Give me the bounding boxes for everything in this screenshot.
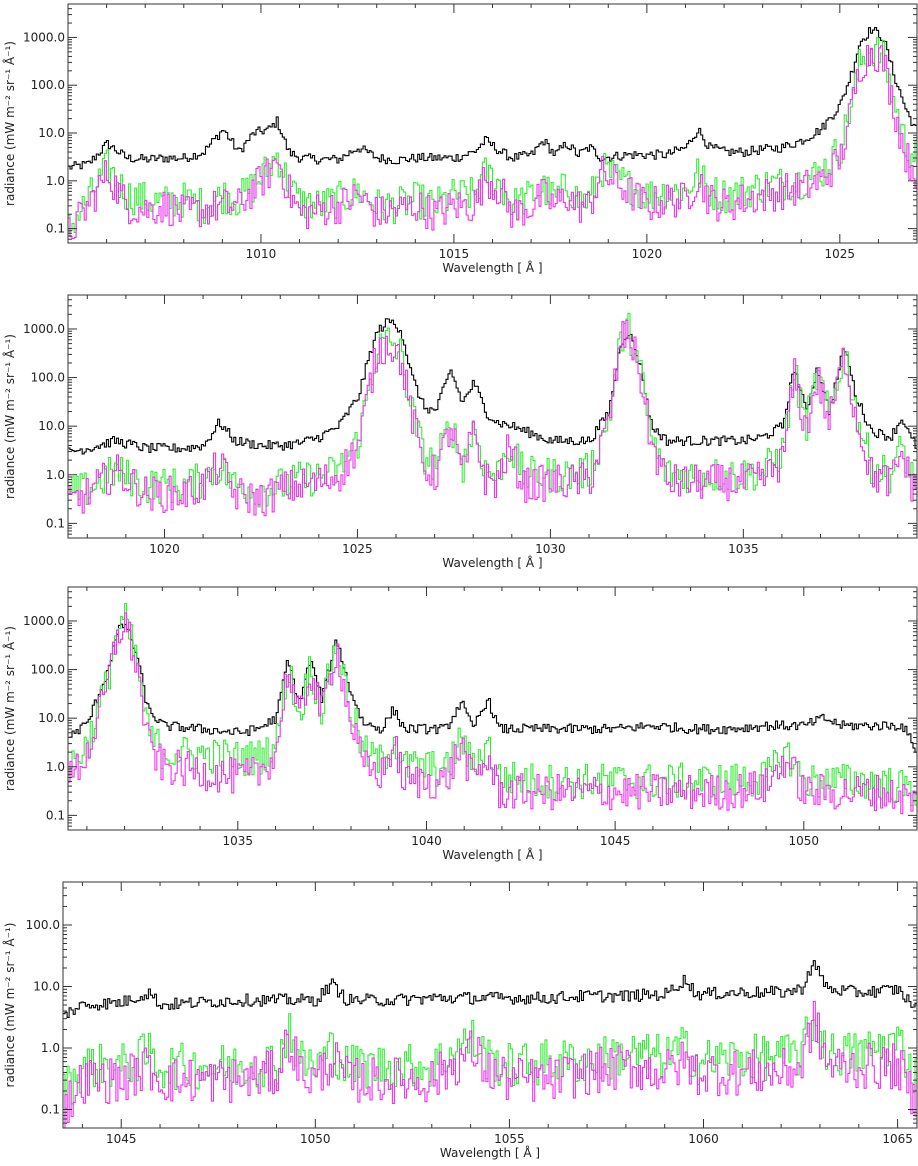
x-axis-title: Wavelength [ Å ] — [442, 260, 542, 275]
y-tick-label: 100.0 — [31, 663, 65, 677]
x-tick-label: 1010 — [246, 247, 277, 261]
y-tick-label: 1.0 — [46, 468, 65, 482]
x-tick-label: 1035 — [728, 542, 759, 556]
x-tick-label: 1050 — [300, 1132, 331, 1146]
y-tick-label: 0.1 — [46, 808, 65, 822]
series-line-3 — [64, 1000, 917, 1128]
series-line-1 — [68, 623, 917, 753]
x-tick-label: 1030 — [535, 542, 566, 556]
y-axis-title: radiance (mW m⁻² sr⁻¹ Å⁻¹) — [2, 334, 17, 499]
y-tick-label: 0.1 — [46, 516, 65, 530]
series-line-1 — [63, 960, 917, 1018]
y-tick-label: 1000.0 — [23, 322, 65, 336]
x-axis-title: Wavelength [ Å ] — [440, 1145, 540, 1160]
series-line-2 — [68, 312, 917, 508]
y-tick-label: 10.0 — [38, 419, 65, 433]
x-tick-label: 1020 — [632, 247, 663, 261]
y-tick-label: 100.0 — [31, 371, 65, 385]
y-tick-label: 100.0 — [31, 78, 65, 92]
series-line-3 — [68, 44, 917, 240]
panel-3: 1035 1040 1045 1050 0.1 1.0 10.0 100.0 1000.0 Wav… — [2, 586, 918, 862]
series-line-2 — [63, 1013, 917, 1109]
y-axis-title: radiance (mW m⁻² sr⁻¹ Å⁻¹) — [2, 626, 17, 791]
x-axis-title: Wavelength [ Å ] — [442, 847, 542, 862]
series-line-1 — [68, 318, 917, 455]
x-tick-label: 1015 — [439, 247, 470, 261]
y-tick-label: 1.0 — [46, 760, 65, 774]
y-tick-label: 0.1 — [41, 1102, 60, 1116]
x-axis-title: Wavelength [ Å ] — [442, 555, 542, 570]
series-group — [63, 960, 917, 1128]
panel-4: 1045 1050 1055 1060 1065 0.1 1.0 10.0 100.0 Wavel… — [2, 881, 918, 1160]
x-tick-label: 1025 — [825, 247, 856, 261]
y-tick-label: 1000.0 — [23, 614, 65, 628]
y-tick-label: 10.0 — [38, 126, 65, 140]
series-line-2 — [68, 603, 917, 807]
x-tick-label: 1035 — [223, 834, 254, 848]
series-line-1 — [68, 27, 917, 170]
series-group — [68, 312, 917, 517]
y-tick-label: 100.0 — [26, 918, 60, 932]
panel-2: 1020 1025 1030 1035 0.1 1.0 10.0 100.0 1000.0 Wav… — [2, 294, 918, 570]
y-tick-label: 10.0 — [38, 711, 65, 725]
x-tick-label: 1050 — [789, 834, 820, 848]
series-line-3 — [68, 319, 917, 517]
y-tick-label: 0.1 — [46, 222, 65, 236]
y-axis-title: radiance (mW m⁻² sr⁻¹ Å⁻¹) — [2, 41, 17, 206]
y-axis-title: radiance (mW m⁻² sr⁻¹ Å⁻¹) — [2, 923, 17, 1088]
x-tick-label: 1020 — [149, 542, 180, 556]
x-tick-label: 1025 — [342, 542, 373, 556]
plot-frame — [67, 3, 918, 244]
y-tick-label: 10.0 — [33, 979, 60, 993]
y-tick-label: 1.0 — [46, 174, 65, 188]
series-line-3 — [68, 612, 917, 815]
y-tick-label: 1000.0 — [23, 30, 65, 44]
x-tick-label: 1045 — [106, 1132, 137, 1146]
x-tick-label: 1065 — [882, 1132, 913, 1146]
x-tick-label: 1040 — [411, 834, 442, 848]
series-group — [68, 27, 917, 240]
plot-frame — [67, 586, 918, 831]
x-tick-label: 1045 — [600, 834, 631, 848]
x-tick-label: 1055 — [494, 1132, 525, 1146]
plot-frame — [67, 294, 918, 539]
panel-1: 1010 1015 1020 1025 0.1 1.0 10.0 100.0 1000.0 Wav… — [2, 3, 918, 275]
x-tick-label: 1060 — [688, 1132, 719, 1146]
y-tick-label: 1.0 — [41, 1041, 60, 1055]
series-group — [68, 603, 917, 815]
